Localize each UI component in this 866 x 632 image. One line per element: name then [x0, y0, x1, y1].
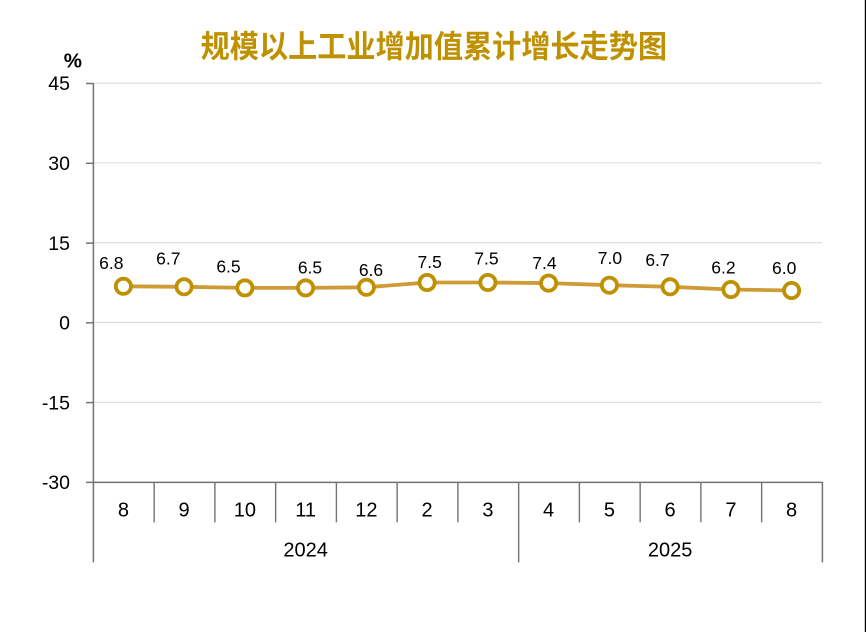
svg-text:7.5: 7.5	[418, 252, 442, 272]
svg-text:3: 3	[482, 500, 493, 522]
svg-text:5: 5	[604, 500, 615, 522]
svg-text:6.0: 6.0	[772, 258, 797, 278]
svg-text:-30: -30	[42, 472, 70, 494]
svg-text:8: 8	[118, 500, 129, 522]
svg-text:30: 30	[48, 153, 70, 175]
svg-text:6: 6	[665, 500, 676, 522]
svg-text:7.0: 7.0	[598, 248, 623, 268]
svg-text:6.5: 6.5	[298, 258, 322, 278]
svg-text:45: 45	[48, 73, 70, 95]
svg-text:12: 12	[355, 500, 377, 522]
svg-text:2025: 2025	[648, 539, 693, 561]
svg-text:6.7: 6.7	[156, 249, 180, 269]
svg-text:9: 9	[179, 500, 190, 522]
svg-text:6.7: 6.7	[645, 250, 669, 270]
svg-text:7: 7	[725, 500, 736, 522]
svg-text:10: 10	[234, 500, 256, 522]
svg-text:7.4: 7.4	[532, 253, 557, 273]
svg-text:2: 2	[422, 500, 433, 522]
svg-text:7.5: 7.5	[474, 249, 498, 269]
svg-text:2024: 2024	[283, 539, 328, 561]
svg-text:6.5: 6.5	[216, 257, 240, 277]
svg-text:-15: -15	[42, 392, 70, 414]
svg-text:0: 0	[59, 313, 70, 335]
svg-text:15: 15	[48, 233, 70, 255]
svg-text:11: 11	[295, 500, 316, 522]
svg-text:4: 4	[543, 500, 554, 522]
svg-text:8: 8	[786, 500, 797, 522]
svg-text:%: %	[64, 50, 82, 73]
svg-text:6.8: 6.8	[99, 253, 123, 273]
svg-text:6.6: 6.6	[359, 260, 383, 280]
svg-text:6.2: 6.2	[711, 257, 735, 277]
